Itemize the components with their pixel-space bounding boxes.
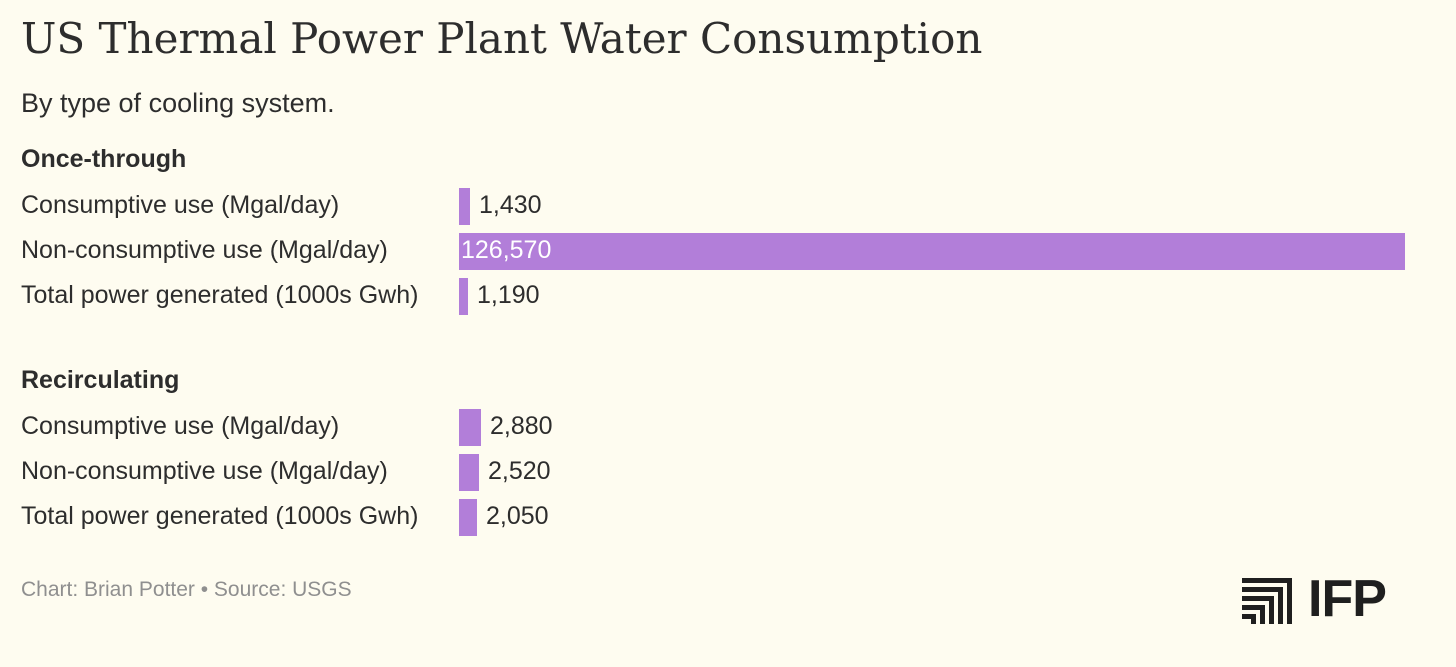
logo-text: IFP bbox=[1308, 570, 1387, 628]
category-label: Non-consumptive use (Mgal/day) bbox=[21, 236, 388, 264]
data-label: 2,880 bbox=[490, 412, 553, 440]
category-label: Consumptive use (Mgal/day) bbox=[21, 191, 340, 219]
bar bbox=[459, 188, 470, 225]
chart-title: US Thermal Power Plant Water Consumption bbox=[21, 14, 983, 63]
data-label: 126,570 bbox=[461, 236, 552, 264]
group-title-1: Once-through bbox=[21, 145, 187, 173]
data-label: 2,520 bbox=[488, 457, 551, 485]
bar bbox=[459, 499, 477, 536]
footer-credit: Chart: Brian Potter • Source: USGS bbox=[21, 578, 352, 601]
category-label: Consumptive use (Mgal/day) bbox=[21, 412, 340, 440]
data-label: 1,190 bbox=[477, 281, 540, 309]
bar bbox=[459, 278, 468, 315]
chart-subtitle: By type of cooling system. bbox=[21, 88, 335, 118]
group-title-2: Recirculating bbox=[21, 366, 180, 394]
category-label: Total power generated (1000s Gwh) bbox=[21, 502, 419, 530]
category-label: Total power generated (1000s Gwh) bbox=[21, 281, 419, 309]
ifp-logo-icon bbox=[1242, 578, 1292, 624]
bar bbox=[459, 409, 481, 446]
data-label: 1,430 bbox=[479, 191, 542, 219]
data-label: 2,050 bbox=[486, 502, 549, 530]
bar bbox=[459, 233, 1405, 270]
category-label: Non-consumptive use (Mgal/day) bbox=[21, 457, 388, 485]
bar bbox=[459, 454, 479, 491]
